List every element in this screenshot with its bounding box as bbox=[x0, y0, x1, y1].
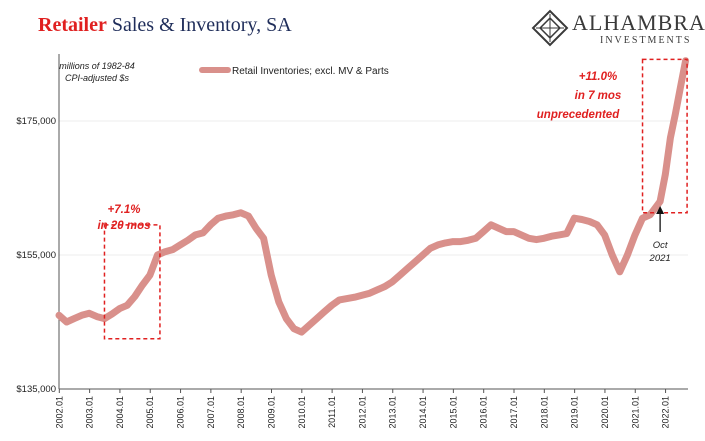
x-tick-label: 2011.01 bbox=[327, 396, 337, 428]
legend-label: Retail Inventories; excl. MV & Parts bbox=[232, 66, 389, 77]
units-note: CPI-adjusted $s bbox=[65, 73, 130, 83]
alhambra-logo: ALHAMBRA INVESTMENTS bbox=[530, 6, 705, 50]
y-tick-label: $155,000 bbox=[16, 250, 56, 261]
annotation-text: +7.1% bbox=[108, 204, 141, 216]
chart-title: Retailer Sales & Inventory, SA bbox=[38, 14, 292, 37]
x-tick-label: 2006.01 bbox=[176, 396, 186, 429]
annotation-layer: millions of 1982-84 CPI-adjusted $s +7.1% i… bbox=[59, 58, 688, 340]
x-tick-label: 2007.01 bbox=[206, 396, 216, 429]
annotation-text: unprecedented bbox=[537, 109, 620, 121]
x-tick-label: 2022.01 bbox=[661, 396, 671, 429]
diamond-logo-icon bbox=[531, 9, 569, 47]
series-layer bbox=[55, 57, 690, 336]
x-tick-label: 2019.01 bbox=[570, 396, 580, 429]
y-tick-label: $135,000 bbox=[16, 384, 56, 395]
x-tick-label: 2012.01 bbox=[357, 396, 367, 429]
x-tick-label: 2014.01 bbox=[418, 396, 428, 429]
x-tick-label: 2008.01 bbox=[236, 396, 246, 429]
legend-layer: Retail Inventories; excl. MV & Parts bbox=[199, 66, 389, 77]
x-tick-label: 2002.01 bbox=[54, 396, 64, 429]
annotation-box-2 bbox=[641, 58, 688, 214]
oct-label: Oct bbox=[653, 240, 668, 251]
units-note: millions of 1982-84 bbox=[59, 61, 135, 71]
title-accent: Retailer bbox=[38, 14, 107, 36]
annotation-text: in 7 mos bbox=[575, 90, 622, 102]
y-tick-label: $175,000 bbox=[16, 116, 56, 127]
x-tick-label: 2020.01 bbox=[600, 396, 610, 429]
logo-sub: INVESTMENTS bbox=[600, 35, 692, 46]
x-tick-label: 2003.01 bbox=[85, 396, 95, 429]
x-tick-label: 2015.01 bbox=[448, 396, 458, 429]
x-tick-label: 2013.01 bbox=[388, 396, 398, 429]
series-line bbox=[55, 57, 690, 336]
annotation-text: +11.0% bbox=[579, 71, 617, 83]
oct-label: 2021 bbox=[649, 253, 671, 264]
annotation-box-1 bbox=[103, 224, 161, 340]
oct-arrow-head bbox=[656, 206, 665, 214]
title-rest: Sales & Inventory, SA bbox=[106, 14, 292, 36]
annotation-text: in 20 mos bbox=[97, 220, 150, 232]
x-tick-label: 2016.01 bbox=[479, 396, 489, 429]
x-tick-label: 2017.01 bbox=[509, 396, 519, 429]
grid-layer bbox=[59, 120, 688, 256]
x-tick-label: 2004.01 bbox=[115, 396, 125, 429]
x-tick-label: 2005.01 bbox=[145, 396, 155, 429]
x-tick-label: 2021.01 bbox=[630, 396, 640, 429]
x-tick-label: 2018.01 bbox=[539, 396, 549, 429]
logo-name: ALHAMBRA bbox=[572, 10, 705, 35]
x-tick-label: 2009.01 bbox=[266, 396, 276, 429]
axis-layer: $135,000 $155,000 $175,000 2002.01 2003.01 20… bbox=[16, 54, 688, 429]
x-tick-label: 2010.01 bbox=[297, 396, 307, 429]
